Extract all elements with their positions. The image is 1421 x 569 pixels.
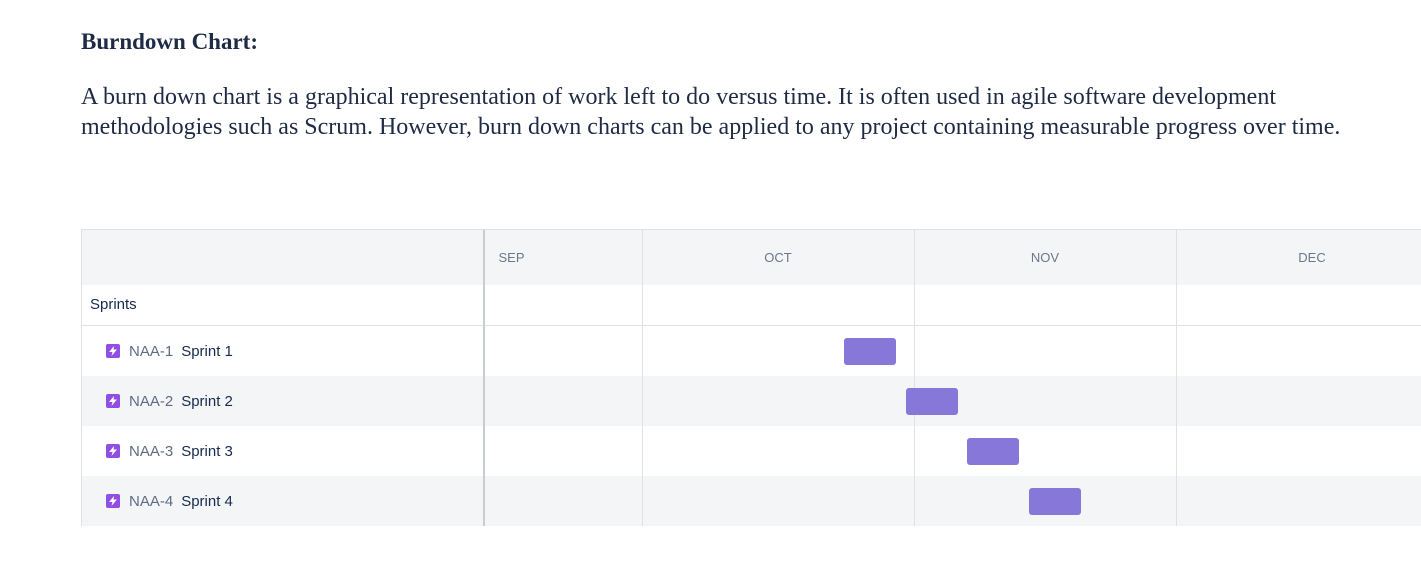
sprint-bar[interactable]: [967, 438, 1019, 465]
sprint-bar[interactable]: [1029, 488, 1081, 515]
issue-cell[interactable]: NAA-2 Sprint 2: [106, 376, 233, 426]
group-row[interactable]: Sprints: [82, 285, 1421, 326]
table-row[interactable]: NAA-2 Sprint 2: [82, 376, 1421, 426]
table-row[interactable]: NAA-1 Sprint 1: [82, 326, 1421, 376]
table-row[interactable]: NAA-3 Sprint 3: [82, 426, 1421, 476]
issue-key[interactable]: NAA-1: [129, 342, 174, 360]
issue-key[interactable]: NAA-3: [129, 442, 174, 460]
month-oct: OCT: [764, 250, 792, 265]
group-label: Sprints: [90, 296, 137, 313]
column-divider: [483, 230, 485, 526]
document-heading: Burndown Chart:: [81, 29, 259, 54]
timeline-header: SEP OCT NOV DEC: [82, 230, 1421, 286]
column-divider: [1176, 230, 1177, 526]
month-nov: NOV: [1030, 250, 1060, 265]
issue-cell[interactable]: NAA-1 Sprint 1: [106, 326, 233, 376]
month-sep: SEP: [498, 250, 525, 265]
issue-key[interactable]: NAA-2: [129, 392, 174, 410]
sprint-bar[interactable]: [844, 338, 896, 365]
month-dec: DEC: [1298, 250, 1326, 265]
issue-name[interactable]: Sprint 3: [181, 442, 233, 460]
sprint-timeline: SEP OCT NOV DEC Sprints NAA-1 Sprint 1 N…: [81, 229, 1421, 526]
issue-cell[interactable]: NAA-3 Sprint 3: [106, 426, 233, 476]
issue-name[interactable]: Sprint 1: [181, 342, 233, 360]
issue-name[interactable]: Sprint 2: [181, 392, 233, 410]
column-divider: [914, 230, 915, 526]
issue-key[interactable]: NAA-4: [129, 492, 174, 510]
sprint-bar[interactable]: [906, 388, 958, 415]
lightning-bolt-icon: [106, 394, 120, 408]
lightning-bolt-icon: [106, 494, 120, 508]
document-paragraph: A burn down chart is a graphical represe…: [81, 84, 1341, 140]
issue-name[interactable]: Sprint 4: [181, 492, 233, 510]
lightning-bolt-icon: [106, 444, 120, 458]
column-divider: [642, 230, 643, 526]
lightning-bolt-icon: [106, 344, 120, 358]
issue-cell[interactable]: NAA-4 Sprint 4: [106, 476, 233, 526]
table-row[interactable]: NAA-4 Sprint 4: [82, 476, 1421, 526]
